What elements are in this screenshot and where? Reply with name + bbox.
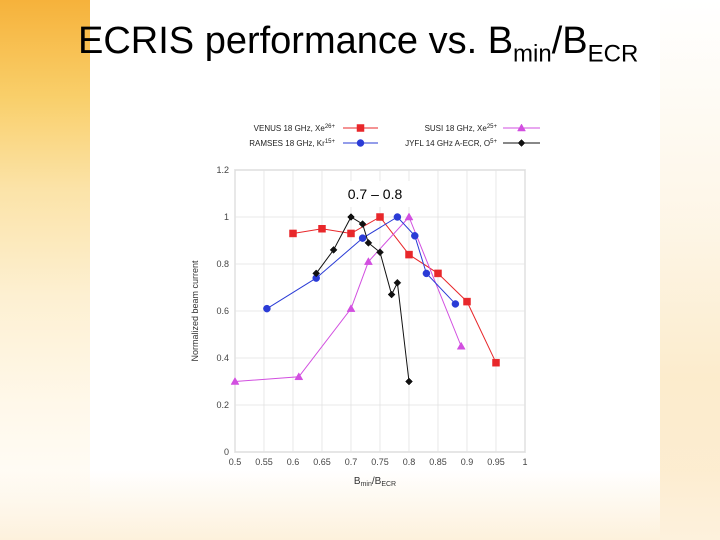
series-group [289, 213, 500, 367]
data-point [312, 269, 321, 278]
slide-title-main: ECRIS performance vs. B [78, 20, 514, 62]
data-point [451, 300, 460, 308]
series-line [292, 216, 497, 363]
y-tick-labels: 0 0.2 0.4 0.6 0.8 1 1.2 [216, 165, 229, 457]
x-axis-label-sub-min: min [361, 481, 372, 488]
data-point [411, 232, 419, 240]
legend-label: VENUS 18 GHz, Xe26+ [254, 124, 336, 133]
data-point [347, 229, 355, 238]
data-point [376, 213, 384, 221]
series-group [312, 213, 413, 386]
leaf-decoration-left [0, 0, 90, 540]
y-axis-label: Normalized beam current [190, 260, 200, 362]
x-tick-label: 0.5 [229, 457, 242, 467]
data-point [405, 377, 413, 386]
x-tick-label: 0.65 [313, 457, 331, 467]
x-tick-label: 0.9 [461, 457, 474, 467]
x-axis-label-sub-ecr: ECR [381, 481, 396, 488]
y-tick-label: 1.2 [216, 165, 229, 175]
data-point [364, 238, 373, 247]
x-tick-label: 0.95 [487, 457, 505, 467]
data-point [492, 358, 500, 367]
data-point [230, 376, 240, 385]
x-tick-label: 0.55 [255, 457, 273, 467]
x-tick-label: 0.75 [371, 457, 389, 467]
data-point [263, 304, 271, 313]
data-point [422, 269, 431, 278]
y-tick-label: 0.4 [216, 353, 229, 363]
data-point [393, 278, 402, 287]
legend: VENUS 18 GHz, Xe26+ SUSI 18 GHz, Xe25+ RAM… [249, 123, 540, 148]
series-line [234, 216, 462, 382]
y-tick-label: 1 [224, 212, 229, 222]
data-point [456, 341, 466, 350]
x-axis-label-mid: /B [372, 476, 382, 487]
data-point [318, 225, 326, 233]
x-tick-label: 0.85 [429, 457, 447, 467]
series-group [263, 213, 460, 313]
data-point [405, 250, 413, 259]
series-group [230, 212, 466, 385]
data-series [230, 212, 500, 386]
legend-label: JYFL 14 GHz A-ECR, O5+ [405, 139, 497, 148]
data-point [404, 212, 414, 221]
leaf-decoration-right [660, 0, 720, 540]
data-point [289, 229, 297, 238]
annotation-label: 0.7 – 0.8 [348, 186, 403, 202]
data-point [294, 372, 304, 381]
slide-title-sub-ecr: ECR [587, 40, 639, 68]
legend-label: SUSI 18 GHz, Xe25+ [425, 124, 498, 133]
x-tick-label: 0.6 [287, 457, 300, 467]
x-axis-label: Bmin/BECR [354, 476, 396, 488]
slide-title-mid: /B [551, 20, 588, 62]
legend-swatch-marker [517, 139, 526, 147]
data-point [358, 234, 367, 242]
data-point [434, 269, 442, 278]
leaf-decoration-bottom [0, 470, 720, 540]
slide-title: ECRIS performance vs. Bmin/BECR [78, 20, 638, 69]
legend-swatch-marker [356, 124, 365, 132]
x-tick-labels: 0.5 0.55 0.6 0.65 0.7 0.75 0.8 0.85 0.9 0.95 1 [229, 457, 528, 467]
x-axis-label-main: B [354, 476, 361, 487]
y-tick-label: 0.8 [216, 259, 229, 269]
data-point [358, 220, 367, 228]
y-tick-label: 0 [224, 447, 229, 457]
legend-swatch-marker [356, 139, 365, 147]
data-point [347, 213, 355, 221]
slide-title-sub-min: min [513, 40, 552, 68]
y-tick-label: 0.2 [216, 400, 229, 410]
x-tick-label: 1 [522, 457, 527, 467]
data-point [463, 297, 471, 306]
y-tick-label: 0.6 [216, 306, 229, 316]
data-point [329, 246, 338, 254]
data-point [387, 290, 396, 299]
data-point [363, 257, 373, 265]
data-point [376, 248, 384, 257]
legend-label: RAMSES 18 GHz, Kr15+ [249, 139, 335, 148]
data-point [393, 213, 402, 221]
annotation-box [337, 181, 413, 207]
x-tick-label: 0.7 [345, 457, 358, 467]
x-tick-label: 0.8 [403, 457, 416, 467]
legend-swatch-marker [517, 123, 526, 132]
data-point [346, 304, 356, 312]
